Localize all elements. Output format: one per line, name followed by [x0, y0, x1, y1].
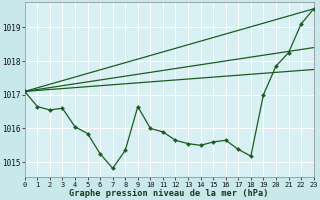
X-axis label: Graphe pression niveau de la mer (hPa): Graphe pression niveau de la mer (hPa) [69, 189, 269, 198]
